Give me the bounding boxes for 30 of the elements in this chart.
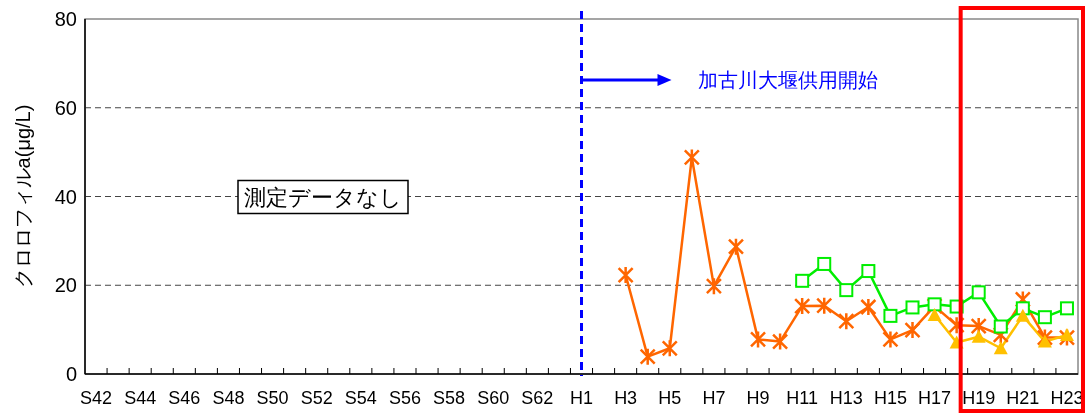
ref-line-label: 加古川大堰供用開始	[697, 69, 878, 91]
x-tick-label: S62	[521, 388, 554, 408]
x-tick-label: H5	[658, 388, 682, 408]
x-tick-label: S54	[344, 388, 377, 408]
y-tick-label: 40	[54, 185, 77, 208]
x-tick-label: H21	[1006, 388, 1040, 408]
y-tick-label: 0	[65, 363, 77, 385]
x-tick-label: H3	[614, 388, 638, 408]
x-tick-label: H17	[918, 388, 952, 408]
x-tick-label: S50	[256, 388, 289, 408]
x-tick-label: S60	[477, 388, 510, 408]
y-tick-label: 80	[54, 8, 77, 30]
y-tick-label: 60	[54, 96, 77, 119]
x-tick-label: S44	[124, 388, 157, 408]
x-tick-label: S52	[300, 388, 333, 408]
x-tick-label: H9	[746, 388, 770, 408]
y-tick-label: 20	[54, 274, 77, 297]
x-tick-label: S48	[212, 388, 245, 408]
x-tick-label: H11	[786, 388, 819, 408]
x-tick-label: H1	[569, 388, 594, 408]
x-tick-label: H7	[702, 388, 726, 408]
y-axis-title: クロロフィルa(μg/L)	[12, 104, 34, 289]
x-tick-label: H13	[829, 388, 863, 408]
annotation: 測定データなし	[244, 184, 402, 210]
x-tick-label: S56	[388, 388, 421, 408]
x-tick-label: H15	[873, 388, 907, 408]
x-tick-label: S42	[80, 388, 113, 408]
x-tick-label: S58	[433, 388, 466, 408]
x-tick-label: S46	[168, 388, 201, 408]
x-tick-label: H19	[962, 388, 996, 408]
